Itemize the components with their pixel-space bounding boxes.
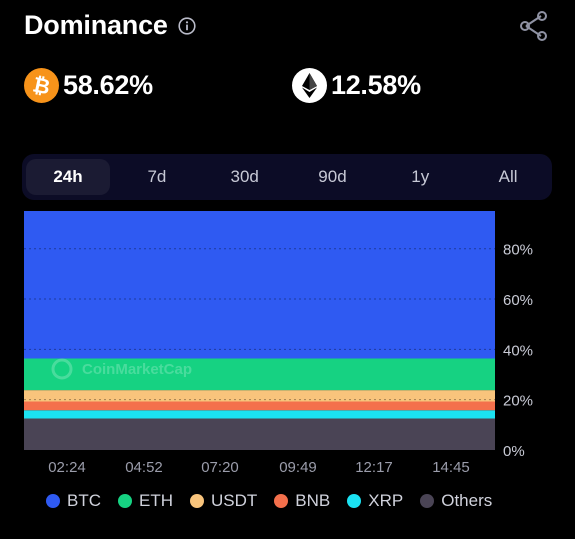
- legend-label-btc: BTC: [67, 491, 101, 510]
- x-tick-label: 04:52: [125, 459, 163, 476]
- x-tick-label: 02:24: [48, 459, 86, 476]
- ethereum-icon: [292, 68, 327, 103]
- x-tick-label: 09:49: [279, 459, 317, 476]
- area-bnb: [24, 401, 495, 411]
- legend-item-bnb[interactable]: BNB: [274, 491, 330, 511]
- y-tick-label: 0%: [503, 443, 525, 460]
- area-btc: [24, 211, 495, 359]
- chart-legend: BTC ETH USDT BNB XRP Others: [46, 491, 509, 511]
- legend-dot-bnb: [274, 494, 289, 508]
- area-eth: [24, 358, 495, 391]
- watermark-text: CoinMarketCap: [82, 361, 192, 378]
- y-tick-label: 20%: [503, 393, 533, 410]
- y-tick-label: 80%: [503, 242, 533, 259]
- legend-dot-usdt: [190, 494, 204, 508]
- area-others: [24, 418, 495, 450]
- legend-label-bnb: BNB: [295, 491, 331, 510]
- legend-item-eth[interactable]: ETH: [118, 491, 173, 511]
- area-usdt: [24, 390, 495, 402]
- watermark-logo-icon: [51, 358, 73, 380]
- legend-item-usdt[interactable]: USDT: [190, 491, 257, 511]
- y-tick-label: 60%: [503, 292, 533, 309]
- time-range-tabs: 24h 7d 30d 90d 1y All: [22, 154, 552, 200]
- x-tick-label: 12:17: [355, 459, 393, 476]
- btc-dominance: ₿ 58.62%: [24, 68, 153, 103]
- legend-item-btc[interactable]: BTC: [46, 491, 101, 511]
- legend-dot-others: [420, 494, 435, 508]
- dominance-summary: ₿ 58.62% 12.58%: [24, 68, 575, 108]
- eth-dominance-value: 12.58%: [331, 70, 421, 100]
- header: Dominance: [24, 10, 196, 41]
- legend-item-xrp[interactable]: XRP: [347, 491, 403, 511]
- area-xrp: [24, 410, 495, 419]
- btc-dominance-value: 58.62%: [63, 70, 153, 100]
- legend-label-usdt: USDT: [211, 491, 258, 510]
- legend-dot-btc: [46, 494, 60, 508]
- legend-dot-xrp: [347, 494, 362, 508]
- legend-label-eth: ETH: [139, 491, 173, 510]
- bitcoin-icon: ₿: [24, 68, 59, 103]
- tab-30d[interactable]: 30d: [230, 167, 259, 186]
- x-tick-label: 07:20: [201, 459, 239, 476]
- tab-1y[interactable]: 1y: [411, 167, 430, 186]
- tab-90d[interactable]: 90d: [318, 167, 347, 186]
- legend-item-others[interactable]: Others: [420, 491, 492, 511]
- page-title: Dominance: [24, 10, 168, 40]
- svg-text:₿: ₿: [31, 72, 53, 99]
- eth-dominance: 12.58%: [292, 68, 421, 103]
- legend-label-xrp: XRP: [368, 491, 404, 510]
- legend-label-others: Others: [441, 491, 493, 510]
- legend-dot-eth: [118, 494, 132, 508]
- tab-all[interactable]: All: [498, 167, 518, 186]
- tab-24h[interactable]: 24h: [26, 159, 110, 195]
- share-icon[interactable]: [519, 10, 549, 42]
- y-tick-label: 40%: [503, 342, 533, 359]
- tab-7d[interactable]: 7d: [147, 167, 167, 186]
- info-icon[interactable]: [178, 16, 196, 35]
- x-tick-label: 14:45: [432, 459, 470, 476]
